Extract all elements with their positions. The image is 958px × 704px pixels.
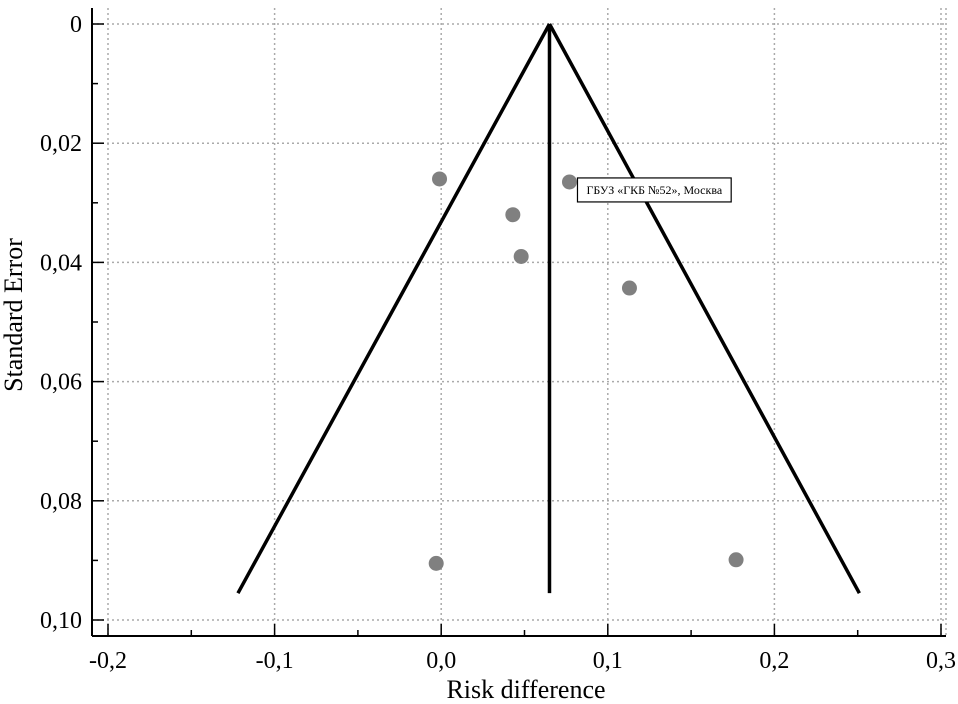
x-tick-label: 0,0 bbox=[426, 648, 456, 674]
axes: -0,2 -0,1 0,0 0,1 0,2 0,3 0 0,02 0,04 0,06 0,08 0,1… bbox=[40, 8, 956, 674]
data-point bbox=[621, 280, 637, 296]
y-tick-label: 0,10 bbox=[40, 608, 82, 634]
funnel-right-line bbox=[547, 23, 861, 595]
x-tick-label: 0,3 bbox=[926, 648, 956, 674]
annotation-text: ГБУЗ «ГКБ №52», Москва bbox=[586, 183, 722, 197]
x-tick-label: -0,1 bbox=[256, 648, 294, 674]
funnel-left-line bbox=[236, 23, 552, 595]
x-axis-title: Risk difference bbox=[446, 675, 605, 704]
funnel-lines bbox=[236, 23, 861, 595]
y-tick-label: 0 bbox=[70, 12, 82, 38]
x-tick-label: 0,2 bbox=[759, 648, 789, 674]
annotations: ГБУЗ «ГКБ №52», Москва bbox=[576, 177, 732, 203]
x-tick-label: 0,1 bbox=[593, 648, 623, 674]
y-tick-label: 0,02 bbox=[40, 131, 82, 157]
y-tick-label: 0,04 bbox=[40, 250, 82, 276]
data-point bbox=[561, 174, 577, 190]
data-point bbox=[513, 248, 529, 264]
y-tick-label: 0,06 bbox=[40, 370, 82, 396]
data-point bbox=[505, 207, 521, 223]
x-tick-label: -0,2 bbox=[89, 648, 127, 674]
data-point bbox=[432, 171, 448, 187]
y-axis-title: Standard Error bbox=[0, 238, 28, 392]
annotation-label: ГБУЗ «ГКБ №52», Москва bbox=[576, 177, 732, 203]
data-point bbox=[728, 552, 744, 568]
annotation-box bbox=[576, 177, 732, 203]
data-points bbox=[428, 171, 744, 571]
grid bbox=[92, 8, 947, 636]
y-tick-label: 0,08 bbox=[40, 489, 82, 515]
data-point bbox=[428, 555, 444, 571]
